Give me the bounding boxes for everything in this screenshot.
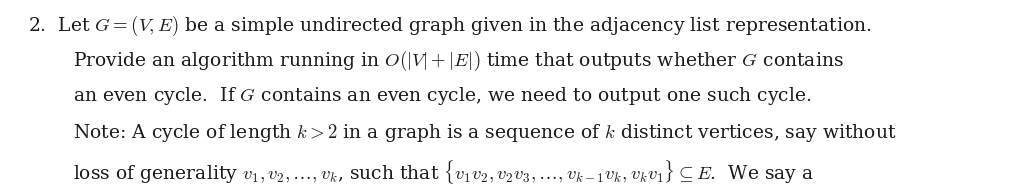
Text: Provide an algorithm running in $O(|V| + |E|)$ time that outputs whether $G$ con: Provide an algorithm running in $O(|V| +… [73,49,844,73]
Text: an even cycle.  If $G$ contains an even cycle, we need to output one such cycle.: an even cycle. If $G$ contains an even c… [73,85,811,108]
Text: loss of generality $v_1, v_2, \ldots, v_k$, such that $\{v_1v_2, v_2v_3, \ldots,: loss of generality $v_1, v_2, \ldots, v_… [73,158,814,186]
Text: Note: A cycle of length $k > 2$ in a graph is a sequence of $k$ distinct vertice: Note: A cycle of length $k > 2$ in a gra… [73,122,896,144]
Text: 2.  Let $G = (V, E)$ be a simple undirected graph given in the adjacency list re: 2. Let $G = (V, E)$ be a simple undirect… [28,13,872,38]
